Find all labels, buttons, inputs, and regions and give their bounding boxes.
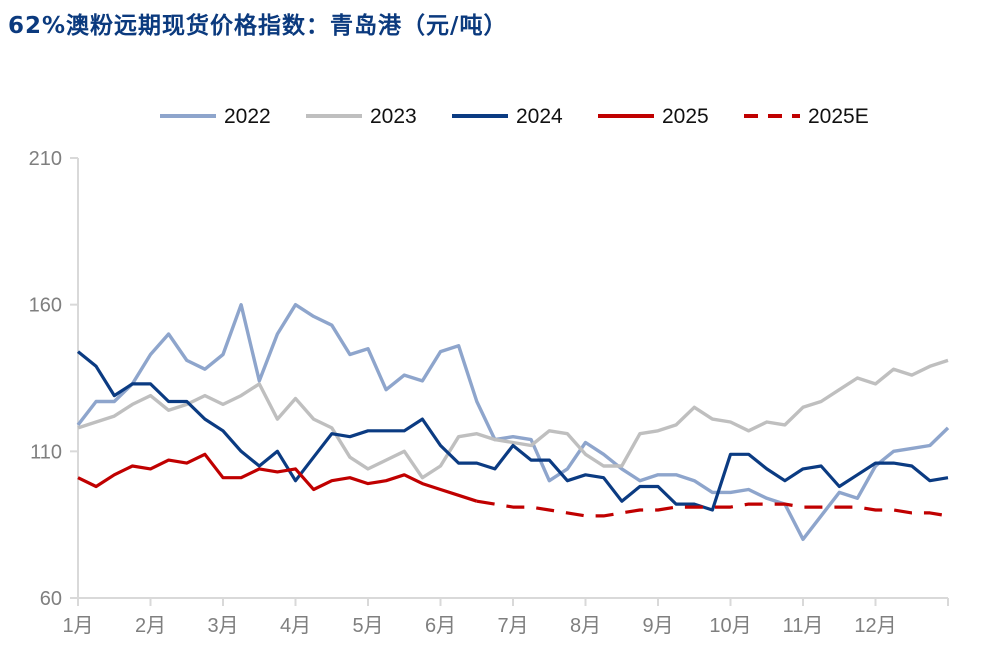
x-tick-label: 4月 [280,615,311,637]
x-tick-label: 1月 [62,615,93,637]
legend-item-2025: 2025 [598,105,709,128]
x-tick-label: 2月 [135,615,166,637]
legend-label: 2025E [808,105,869,128]
legend-item-2023: 2023 [306,105,417,128]
legend-item-2025E: 2025E [744,105,869,128]
legend-label: 2023 [370,105,417,128]
chart-title: 62%澳粉远期现货价格指数：青岛港（元/吨） [8,13,508,39]
y-tick-label: 210 [29,148,62,170]
x-tick-label: 7月 [497,615,528,637]
series-line-2024 [76,350,949,512]
x-tick-label: 8月 [570,615,601,637]
x-tick-label: 9月 [642,615,673,637]
legend-label: 2022 [224,105,271,128]
series-lines [76,303,950,541]
series-line-2025E [476,499,949,518]
legend-label: 2025 [662,105,709,128]
y-tick-label: 60 [40,588,62,610]
x-tick-label: 5月 [352,615,383,637]
x-tick-label: 11月 [783,615,824,637]
series-line-2022 [76,303,950,541]
series-line-2025 [77,452,478,503]
series-line-2023 [77,358,949,480]
axes: 60 110 160 210 1月 2月 3月 4月 5月 6月 7月 8月 9月 10月 11月 12月 [29,148,949,637]
legend-item-2024: 2024 [452,105,563,128]
x-tick-label: 3月 [207,615,238,637]
y-tick-label: 160 [29,295,62,317]
x-tick-label: 10月 [709,615,751,637]
x-tick-label: 12月 [854,615,896,637]
legend: 2022 2023 2024 2025 2025E [160,105,869,128]
y-tick-label: 110 [30,441,62,463]
legend-item-2022: 2022 [160,105,271,128]
legend-label: 2024 [516,105,563,128]
x-tick-label: 6月 [425,615,456,637]
